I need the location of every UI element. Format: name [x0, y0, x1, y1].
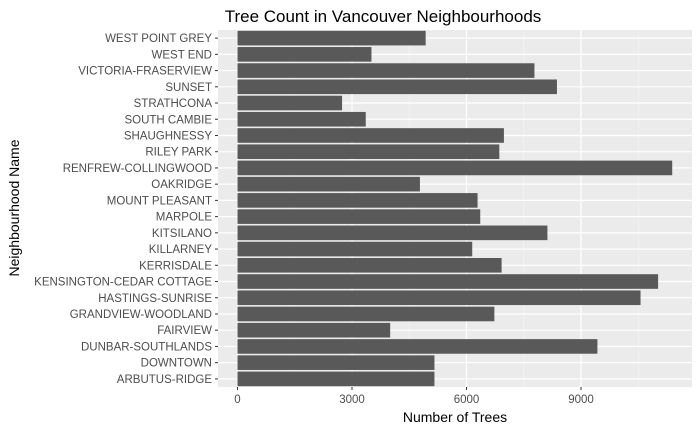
bar-renfrew-collingwood — [237, 160, 673, 176]
x-tick-label: 0 — [234, 394, 240, 406]
y-tick-label: DUNBAR-SOUTHLANDS — [81, 341, 212, 353]
y-tick-label: KERRISDALE — [139, 260, 212, 272]
bar-kerrisdale — [237, 257, 502, 273]
bar-dunbar-southlands — [237, 339, 598, 354]
y-tick-label: OAKRIDGE — [151, 179, 212, 191]
y-tick-label: SHAUGHNESSY — [124, 130, 213, 142]
y-tick-label: HASTINGS-SUNRISE — [98, 293, 212, 305]
bars — [237, 30, 673, 387]
bar-kitsilano — [237, 225, 548, 241]
y-tick-label: STRATHCONA — [134, 98, 213, 110]
x-axis: 0 3000 6000 9000 — [234, 387, 594, 406]
bar-hastings-sunrise — [237, 290, 641, 306]
x-axis-title: Number of Trees — [403, 409, 507, 425]
bar-shaughnessy — [237, 128, 504, 143]
y-tick-label: GRANDVIEW-WOODLAND — [70, 309, 212, 321]
bar-fairview — [237, 322, 391, 338]
bar-sunset — [237, 79, 557, 95]
bar-victoria-fraserview — [237, 63, 535, 78]
y-tick-label: KENSINGTON-CEDAR COTTAGE — [34, 277, 212, 289]
y-tick-label: FAIRVIEW — [157, 325, 212, 337]
y-tick-label: DOWNTOWN — [141, 358, 212, 370]
y-tick-label: RENFREW-COLLINGWOOD — [63, 163, 212, 175]
y-tick-label: RILEY PARK — [145, 147, 212, 159]
bar-mount-pleasant — [237, 193, 478, 208]
bar-arbutus-ridge — [237, 371, 435, 387]
bar-oakridge — [237, 176, 420, 192]
y-tick-label: SOUTH CAMBIE — [124, 114, 212, 126]
bar-strathcona — [237, 95, 343, 111]
y-axis: WEST POINT GREY WEST END VICTORIA-FRASERVI… — [34, 33, 218, 386]
bar-marpole — [237, 209, 481, 224]
bar-south-cambie — [237, 111, 366, 127]
x-tick-label: 3000 — [339, 394, 365, 406]
y-tick-label: VICTORIA-FRASERVIEW — [78, 66, 212, 78]
y-tick-label: KILLARNEY — [149, 244, 213, 256]
bar-riley-park — [237, 144, 500, 160]
y-tick-label: WEST END — [152, 49, 213, 61]
y-tick-label: MARPOLE — [156, 212, 213, 224]
bar-killarney — [237, 241, 473, 257]
x-tick-label: 9000 — [568, 394, 594, 406]
y-tick-label: WEST POINT GREY — [105, 33, 212, 45]
bar-grandview-woodland — [237, 306, 495, 322]
y-tick-label: ARBUTUS-RIDGE — [117, 374, 213, 386]
bar-west-end — [237, 47, 372, 62]
bar-kensington-cedar-cottage — [237, 274, 659, 289]
bar-downtown — [237, 355, 435, 370]
x-tick-label: 6000 — [454, 394, 480, 406]
y-axis-title: Neighbourhood Name — [6, 139, 22, 276]
chart-title: Tree Count in Vancouver Neighbourhoods — [225, 7, 542, 26]
y-tick-label: MOUNT PLEASANT — [107, 195, 212, 207]
bar-west-point-grey — [237, 30, 426, 46]
y-tick-label: SUNSET — [165, 82, 212, 94]
y-tick-label: KITSILANO — [152, 228, 212, 240]
